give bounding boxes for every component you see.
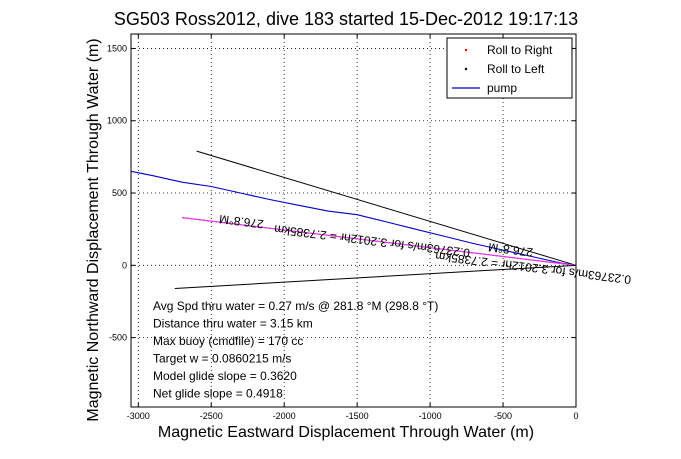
legend-entry: Roll to Right bbox=[487, 43, 553, 57]
series-line-pump bbox=[130, 170, 577, 266]
legend-entry: Roll to Left bbox=[487, 62, 545, 76]
legend-entry: pump bbox=[487, 81, 517, 95]
chart-annotation: 276.8°M bbox=[218, 212, 264, 231]
x-tick-label: -3000 bbox=[127, 411, 150, 421]
y-tick-label: -500 bbox=[109, 333, 127, 343]
stats-line: Net glide slope = 0.4918 bbox=[153, 387, 283, 401]
x-axis-label: Magnetic Eastward Displacement Through W… bbox=[158, 424, 534, 441]
x-tick-label: -500 bbox=[494, 411, 512, 421]
annotation-layer: 276.8°M0.23763m/s for 3.2012hr = 2.7385k… bbox=[218, 212, 632, 287]
y-tick-label: 1500 bbox=[107, 43, 127, 53]
x-tick-label: -2000 bbox=[273, 411, 296, 421]
x-tick-label: -1000 bbox=[419, 411, 442, 421]
guide-line bbox=[174, 264, 577, 289]
x-tick-label: -1500 bbox=[346, 411, 369, 421]
x-tick-label: -2500 bbox=[200, 411, 223, 421]
chart-title: SG503 Ross2012, dive 183 started 15-Dec-… bbox=[114, 9, 578, 29]
stats-box: Avg Spd thru water = 0.27 m/s @ 281.8 °M… bbox=[153, 299, 438, 401]
stats-line: Target w = 0.0860215 m/s bbox=[153, 352, 291, 366]
series-layer bbox=[130, 150, 577, 289]
plot-frame bbox=[130, 33, 577, 408]
stats-line: Max buoy (cmdfile) = 170 cc bbox=[153, 334, 303, 348]
stats-line: Distance thru water = 3.15 km bbox=[153, 317, 313, 331]
stats-line: Model glide slope = 0.3620 bbox=[153, 369, 297, 383]
y-tick-label: 500 bbox=[112, 188, 127, 198]
y-tick-label: 0 bbox=[122, 260, 127, 270]
x-tick-label: 0 bbox=[573, 411, 578, 421]
legend-swatch bbox=[464, 48, 468, 52]
tick-layer: -3000 -2500 -2000 -1500 -1000 -500 0 -500 0 500 10… bbox=[107, 34, 579, 421]
y-tick-label: 1000 bbox=[107, 116, 127, 126]
guide-line bbox=[196, 150, 577, 266]
legend-swatch bbox=[464, 67, 468, 71]
y-axis-label: Magnetic Northward Displacement Through … bbox=[85, 38, 102, 421]
chart-annotation: 276.8°M bbox=[488, 240, 534, 259]
legend: Roll to Right Roll to Left pump bbox=[446, 37, 573, 99]
series-line-roll-to-right bbox=[182, 217, 577, 266]
stats-line: Avg Spd thru water = 0.27 m/s @ 281.8 °M… bbox=[153, 299, 438, 313]
